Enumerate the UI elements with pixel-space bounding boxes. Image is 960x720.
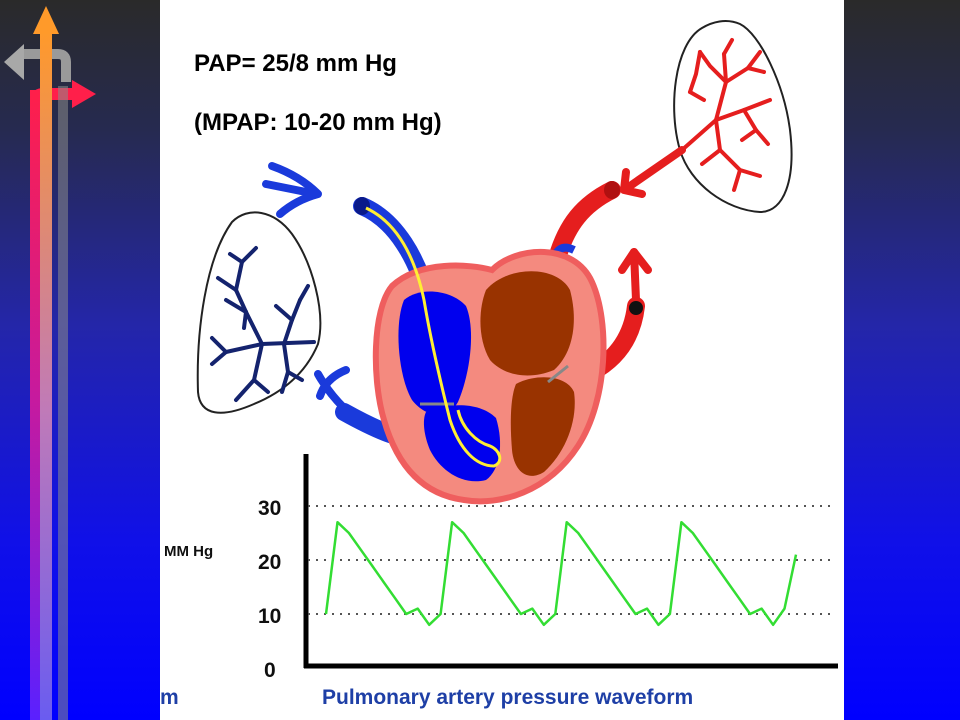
red-arrow-up (618, 248, 652, 304)
heart (365, 206, 607, 505)
pap-value-text: PAP= 25/8 mm Hg (194, 50, 397, 77)
y-tick-20: 20 (258, 551, 281, 574)
left-ventricle (510, 377, 575, 476)
catheter (365, 206, 502, 468)
waveform-line (324, 520, 798, 627)
grey-arrow-head (4, 44, 24, 80)
orange-arrow-shaft (40, 30, 52, 720)
waveform-chart: 30 20 10 0 MM Hg Pulmonary artery pressu… (160, 454, 838, 709)
blue-arrow-top (262, 162, 322, 218)
grey-back-arrow (22, 49, 71, 82)
decorative-arrows (4, 6, 96, 720)
red-arrow-shaft (30, 90, 42, 720)
mpap-range-text: (MPAP: 10-20 mm Hg) (194, 109, 442, 136)
y-axis-label: MM Hg (164, 543, 213, 560)
left-chamber (480, 271, 574, 376)
x-axis-label: Pulmonary artery pressure waveform (322, 686, 693, 709)
y-tick-30: 30 (258, 497, 281, 520)
edge-fragment: m (160, 686, 179, 709)
right-lung (673, 20, 793, 214)
red-arrow-head (72, 80, 96, 108)
gridlines (308, 505, 832, 615)
y-tick-10: 10 (258, 605, 281, 628)
left-lung (196, 211, 322, 414)
blue-arrow-bottom (314, 366, 350, 412)
y-tick-0: 0 (264, 659, 276, 682)
orange-arrow-head (33, 6, 59, 34)
red-arrow-right (620, 146, 686, 198)
